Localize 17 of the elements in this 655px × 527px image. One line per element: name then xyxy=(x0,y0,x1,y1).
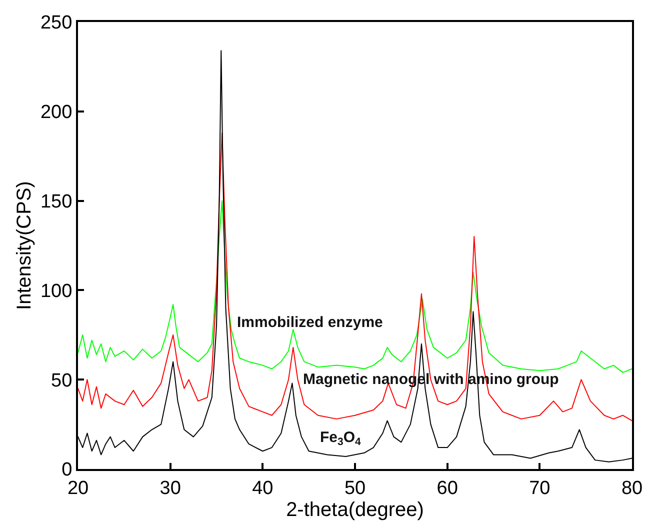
y-tick-label: 200 xyxy=(40,102,72,124)
x-tick-label: 40 xyxy=(252,478,274,499)
series-label: Fe$_{3}$O$_{4}$ xyxy=(320,429,362,448)
y-tick-label: 150 xyxy=(40,191,72,212)
x-tick-label: 30 xyxy=(160,478,181,499)
x-tick-label: 60 xyxy=(436,478,458,499)
line-series xyxy=(78,200,632,373)
x-axis-title: 2-theta(degree) xyxy=(286,498,424,521)
x-tick-label: 50 xyxy=(344,478,366,499)
y-axis-title: Intensity(CPS) xyxy=(13,181,36,310)
y-tick-label: 50 xyxy=(51,370,72,392)
y-tick-label: 100 xyxy=(40,280,72,302)
x-tick-label: 70 xyxy=(529,478,550,499)
x-tick-label: 80 xyxy=(621,478,643,499)
series-label: Immobilized enzyme xyxy=(237,314,383,331)
y-tick-label: 250 xyxy=(40,12,72,34)
line-series xyxy=(78,132,632,422)
